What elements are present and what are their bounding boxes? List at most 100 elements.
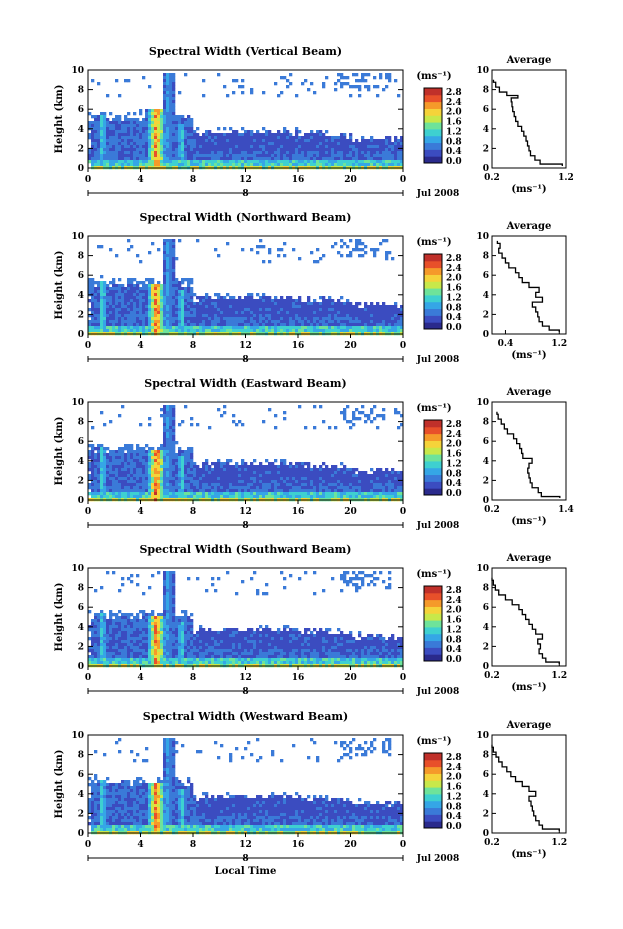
heatmap-cell [106, 284, 110, 288]
heatmap-cell [364, 79, 368, 83]
heatmap-cell [379, 308, 383, 312]
heatmap-cell [379, 154, 383, 158]
heatmap-cell [172, 459, 176, 463]
heatmap-cell [208, 311, 212, 315]
heatmap-cell [190, 160, 194, 164]
heatmap-cell [319, 302, 323, 306]
heatmap-cell [112, 489, 116, 493]
heatmap-cell [307, 160, 311, 164]
heatmap-cell [169, 408, 173, 412]
heatmap-cell [178, 287, 182, 291]
heatmap-cell [268, 248, 272, 252]
heatmap-cell [208, 323, 212, 327]
heatmap-cell [136, 145, 140, 149]
heatmap-cell [265, 492, 269, 496]
heatmap-cell [331, 317, 335, 321]
heatmap-cell [151, 127, 155, 131]
heatmap-cell [112, 326, 116, 330]
heatmap-cell [313, 480, 317, 484]
heatmap-cell [163, 290, 167, 294]
heatmap-cell [199, 163, 203, 167]
heatmap-cell [256, 308, 260, 312]
heatmap-cell [262, 492, 266, 496]
heatmap-cell [172, 323, 176, 327]
heatmap-cell [178, 314, 182, 318]
heatmap-cell [277, 133, 281, 137]
heatmap-cell [172, 133, 176, 137]
heatmap-cell [118, 486, 122, 490]
heatmap-cell [151, 477, 155, 481]
heatmap-cell [184, 486, 188, 490]
heatmap-cell [160, 320, 164, 324]
heatmap-cell [148, 480, 152, 484]
heatmap-cell [301, 142, 305, 146]
heatmap-cell [88, 148, 92, 152]
heatmap-cell [190, 453, 194, 457]
heatmap-cell [202, 489, 206, 493]
heatmap-cell [112, 160, 116, 164]
heatmap-cell [268, 142, 272, 146]
heatmap-cell [190, 462, 194, 466]
heatmap-cell [256, 486, 260, 490]
heatmap-cell [160, 302, 164, 306]
heatmap-cell [379, 486, 383, 490]
heatmap-cell [166, 429, 170, 433]
heatmap-cell [256, 142, 260, 146]
heatmap-cell [142, 456, 146, 460]
heatmap-cell [154, 293, 158, 297]
heatmap-cell [157, 133, 161, 137]
heatmap-cell [112, 299, 116, 303]
heatmap-cell [295, 142, 299, 146]
heatmap-cell [301, 160, 305, 164]
heatmap-cell [382, 160, 386, 164]
heatmap-cell [280, 326, 284, 330]
heatmap-cell [202, 323, 206, 327]
heatmap-cell [238, 477, 242, 481]
heatmap-cell [223, 151, 227, 155]
heatmap-cell [394, 305, 398, 309]
heatmap-cell [154, 130, 158, 134]
heatmap-cell [265, 480, 269, 484]
heatmap-cell [325, 480, 329, 484]
heatmap-cell [262, 480, 266, 484]
heatmap-cell [340, 73, 344, 77]
heatmap-cell [160, 474, 164, 478]
heatmap-cell [172, 411, 176, 415]
heatmap-cell [118, 284, 122, 288]
heatmap-cell [160, 127, 164, 131]
heatmap-cell [190, 157, 194, 161]
heatmap-cell [376, 311, 380, 315]
heatmap-cell [136, 154, 140, 158]
heatmap-cell [205, 157, 209, 161]
heatmap-cell [133, 489, 137, 493]
heatmap-cell [286, 495, 290, 499]
heatmap-cell [358, 145, 362, 149]
heatmap-cell [325, 474, 329, 478]
heatmap-cell [232, 477, 236, 481]
heatmap-cell [313, 133, 317, 137]
heatmap-cell [178, 453, 182, 457]
heatmap-cell [391, 492, 395, 496]
heatmap-cell [193, 148, 197, 152]
heatmap-cell [187, 157, 191, 161]
heatmap-cell [262, 483, 266, 487]
heatmap-cell [109, 139, 113, 143]
heatmap-cell [250, 157, 254, 161]
heatmap-cell [187, 477, 191, 481]
heatmap-cell [223, 326, 227, 330]
heatmap-cell [103, 468, 107, 472]
heatmap-cell [172, 269, 176, 273]
heatmap-cell [181, 157, 185, 161]
heatmap-cell [109, 157, 113, 161]
heatmap-cell [100, 489, 104, 493]
heatmap-cell [145, 492, 149, 496]
heatmap-cell [274, 495, 278, 499]
heatmap-cell [394, 477, 398, 481]
heatmap-cell [154, 329, 158, 333]
heatmap-cell [322, 320, 326, 324]
heatmap-cell [223, 311, 227, 315]
heatmap-cell [358, 411, 362, 415]
heatmap-cell [241, 471, 245, 475]
heatmap-cell [202, 311, 206, 315]
heatmap-cell [322, 254, 326, 258]
